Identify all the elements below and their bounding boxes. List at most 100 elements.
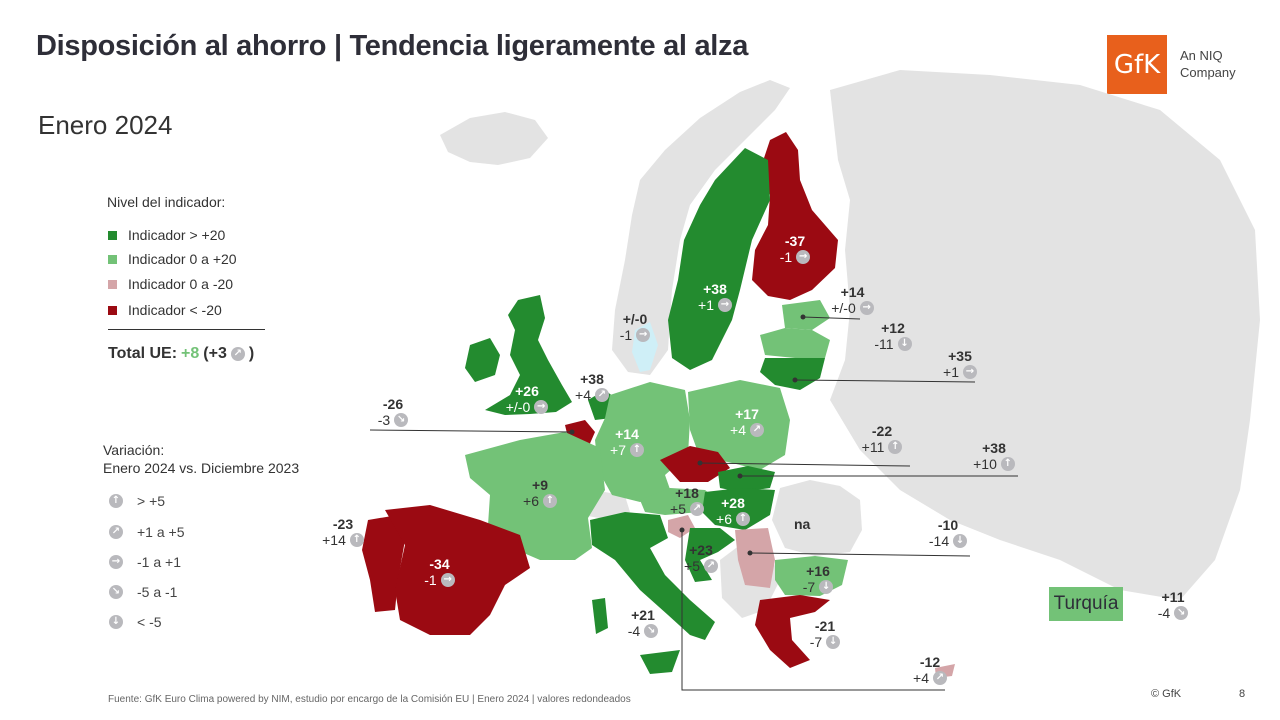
indicator-value: +16 — [806, 563, 830, 579]
country-label-slovakia: +38 +10 ↑ — [964, 440, 1024, 472]
country-label-turkey: +11 -4 ↘ — [1148, 589, 1198, 621]
serbia-shape — [735, 528, 775, 588]
variation-item: ↓ < -5 — [109, 614, 162, 630]
romania-na-label: na — [794, 516, 811, 532]
indicator-value: +38 — [703, 281, 727, 297]
variation-title-line-1: Variación: — [103, 442, 165, 458]
uk-shape — [485, 295, 572, 415]
country-label-france: +9 +6 ↑ — [515, 477, 565, 509]
background-land — [440, 70, 1260, 618]
total-eu-value: +8 — [181, 345, 200, 362]
legend-item-light-green: Indicador 0 a +20 — [108, 251, 237, 267]
arrow-up-right-icon: ↗ — [109, 525, 123, 539]
legend-label: Indicador 0 a +20 — [128, 251, 237, 267]
variation-label: > +5 — [137, 493, 166, 509]
legend-title: Nivel del indicador: — [107, 194, 226, 210]
country-label-austria: +18 +5 ↗ — [662, 485, 712, 517]
logo-tagline-line-1: An NIQ — [1180, 48, 1223, 63]
arrow-right-icon: → — [109, 555, 123, 569]
arrow-up-right-icon: ↗ — [703, 559, 718, 573]
arrow-right-icon: → — [796, 250, 811, 264]
country-label-hungary: +28 +6 ↑ — [708, 495, 758, 527]
indicator-value: -23 — [332, 516, 354, 532]
variation-item: → -1 a +1 — [109, 554, 181, 570]
ireland-shape — [465, 338, 500, 382]
change-value: +4 — [730, 422, 746, 438]
arrow-down-icon: ↓ — [826, 635, 841, 649]
change-value: +11 — [861, 439, 885, 455]
latvia-shape — [760, 328, 830, 358]
indicator-value: -34 — [429, 556, 450, 572]
hungary-shape — [702, 488, 775, 530]
arrow-up-right-icon: ↗ — [594, 388, 609, 402]
indicator-value: +38 — [982, 440, 1006, 456]
arrow-down-icon: ↓ — [819, 580, 834, 594]
arrow-up-right-icon: ↗ — [749, 423, 764, 437]
legend-label: Indicador > +20 — [128, 227, 226, 243]
change-value: -1 — [779, 249, 793, 265]
legend-item-dark-green: Indicador > +20 — [108, 227, 225, 243]
change-value: -1 — [619, 327, 633, 343]
total-eu-close: ) — [248, 345, 255, 362]
indicator-value: +14 — [615, 426, 639, 442]
country-label-greece: -21 -7 ↓ — [800, 618, 850, 650]
variation-label: -5 a -1 — [137, 584, 178, 600]
variation-label: +1 a +5 — [137, 524, 185, 540]
change-value: +1 — [943, 364, 959, 380]
indicator-value: +23 — [689, 542, 713, 558]
logo-tagline: An NIQ Company — [1180, 47, 1236, 81]
change-value: -4 — [627, 623, 641, 639]
arrow-right-icon: → — [534, 400, 549, 414]
sicily-shape — [640, 650, 680, 674]
indicator-value: +28 — [721, 495, 745, 511]
country-label-estonia: +14 +/-0 → — [815, 284, 890, 316]
sardinia-shape — [592, 598, 608, 634]
change-value: +1 — [698, 297, 714, 313]
change-value: +6 — [523, 493, 539, 509]
indicator-value: +35 — [948, 348, 972, 364]
arrow-down-icon: ↓ — [897, 337, 912, 351]
legend-item-pink: Indicador 0 a -20 — [108, 276, 233, 292]
variation-label: < -5 — [137, 614, 162, 630]
change-value: +14 — [322, 532, 346, 548]
variation-item: ↘ -5 a -1 — [109, 584, 177, 600]
arrow-down-right-icon: ↘ — [644, 624, 659, 638]
logo-tagline-line-2: Company — [1180, 65, 1236, 80]
arrow-up-icon: ↑ — [735, 512, 750, 526]
indicator-value: -37 — [784, 233, 806, 249]
change-value: +4 — [575, 387, 591, 403]
czechia-shape — [660, 446, 730, 482]
indicator-value: +9 — [532, 477, 548, 493]
country-label-slovenia: -10 -14 ↓ — [918, 517, 978, 549]
arrow-right-icon: → — [859, 301, 874, 315]
arrow-right-icon: → — [962, 365, 977, 379]
arrow-up-icon: ↑ — [888, 440, 903, 454]
portugal-shape — [362, 515, 405, 612]
iceland-shape — [440, 112, 548, 165]
country-label-denmark: +/-0 -1 → — [610, 311, 660, 343]
indicator-value: +38 — [580, 371, 604, 387]
page-title: Disposición al ahorro | Tendencia ligera… — [36, 30, 749, 62]
indicator-value: +/-0 — [622, 311, 648, 327]
change-value: -7 — [802, 579, 816, 595]
country-label-czechia: -22 +11 ↑ — [852, 423, 912, 455]
change-value: -4 — [1157, 605, 1171, 621]
country-label-lithuania: +35 +1 → — [930, 348, 990, 380]
arrow-down-right-icon: ↘ — [394, 413, 409, 427]
arrow-right-icon: → — [636, 328, 651, 342]
croatia-shape — [685, 528, 735, 582]
country-label-belgium: -26 -3 ↘ — [368, 396, 418, 428]
indicator-value: +12 — [881, 320, 905, 336]
legend-swatch — [108, 230, 117, 240]
arrow-down-icon: ↓ — [953, 534, 968, 548]
indicator-value: +18 — [675, 485, 699, 501]
arrow-up-icon: ↑ — [349, 533, 364, 547]
indicator-value: +17 — [735, 406, 759, 422]
change-value: +4 — [913, 670, 929, 686]
arrow-down-icon: ↓ — [109, 615, 123, 629]
change-value: -1 — [424, 572, 437, 588]
indicator-value: -10 — [937, 517, 959, 533]
arrow-right-icon: → — [717, 298, 732, 312]
indicator-value: -22 — [871, 423, 893, 439]
indicator-value: +21 — [631, 607, 655, 623]
